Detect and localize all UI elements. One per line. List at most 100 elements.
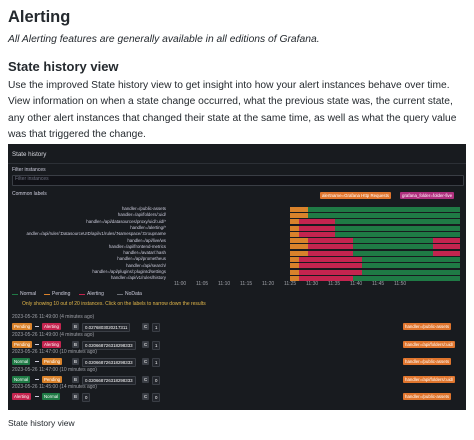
state-segment [397,269,407,275]
query-key: C [142,358,150,365]
state-segment [325,244,335,250]
state-segment [451,263,461,269]
legend-label: Pending [52,291,71,297]
state-segment [343,212,353,218]
row-label-box: handler=/api/prometheus [16,256,166,262]
state-segment [415,275,425,281]
state-segment [334,225,344,231]
state-segment [415,257,425,263]
state-segment [451,212,461,218]
state-segment [298,206,309,212]
state-segment [451,231,461,237]
state-segment [388,238,398,244]
query-value: 1 [152,323,161,332]
state-segment [316,206,326,212]
arrow [35,361,39,362]
state-segment [388,225,398,231]
time-tick: 11:25 [284,281,297,287]
entry-time: 2023-05-26 11:47:00 (10 minutes ago) [12,349,97,355]
state-segment [334,212,344,218]
state-segment [325,219,335,225]
from-state: Alerting [12,393,31,400]
state-segment [433,231,443,237]
state-segment [370,275,380,281]
state-segment [415,212,425,218]
state-segment [415,225,425,231]
state-segment [352,238,362,244]
state-segment [316,231,326,237]
state-segment [379,206,389,212]
state-segment [379,257,389,263]
state-segment [379,244,389,250]
panel-title: State history [12,151,47,158]
state-segment [379,263,389,269]
legend-label: Normal [20,291,37,297]
state-segment [334,238,344,244]
state-segment [307,275,318,281]
state-segment [343,244,353,250]
to-state: Alerting [42,323,61,330]
entry-time: 2023-05-26 11:47:00 (10 minutes ago) [12,366,97,373]
time-tick: 11:20 [262,281,275,287]
state-segment [343,225,353,231]
state-segment [406,269,416,275]
query-value: 0.0276803020217311 [82,323,131,332]
state-segment [433,219,443,225]
state-segment [361,250,371,256]
state-segment [415,206,425,212]
state-segment [298,269,309,275]
time-tick: 11:05 [196,281,209,287]
state-segment [352,263,362,269]
row-label-box: handler=/api/frontend-metrics [16,244,166,250]
time-tick: 11:40 [350,281,363,287]
state-segment [361,225,371,231]
state-segment [325,257,335,263]
to-state: Normal [42,393,61,400]
state-segment [451,219,461,225]
row-label: handler=/api/live/ws [127,237,166,243]
state-segment [379,212,389,218]
state-segment [343,206,353,212]
state-segment [397,231,407,237]
page-title: Alerting [8,8,71,26]
state-segment [415,263,425,269]
state-segment [325,212,335,218]
state-segment [325,263,335,269]
common-labels-title: Common labels [12,191,47,197]
state-segment [307,212,318,218]
query-value: 1 [152,358,161,367]
state-segment [451,238,461,244]
state-segment [442,263,452,269]
state-segment [316,244,326,250]
state-segment [424,219,434,225]
state-segment [298,219,309,225]
state-segment [352,257,362,263]
state-segment [442,257,452,263]
instance-label: handler=/public-assets [403,323,452,330]
state-segment [406,263,416,269]
state-segment [298,250,309,256]
to-state: Pending [42,358,63,365]
state-segment [451,257,461,263]
state-segment [361,275,371,281]
query-key: B [72,393,79,400]
state-segment [370,250,380,256]
state-segment [316,275,326,281]
query-value: 0 [152,375,161,385]
state-segment [442,206,452,212]
instance-label: handler=/public-assets [403,358,452,365]
state-segment [343,269,353,275]
state-segment [307,219,318,225]
state-segment [406,231,416,237]
state-segment [343,231,353,237]
state-segment [361,219,371,225]
state-segment [406,212,416,218]
time-tick: 11:30 [306,281,319,287]
state-segment [388,250,398,256]
state-segment [298,212,309,218]
state-segment [307,257,318,263]
filter-input[interactable] [12,175,464,186]
state-segment [397,238,407,244]
state-segment [334,244,344,250]
state-segment [424,244,434,250]
